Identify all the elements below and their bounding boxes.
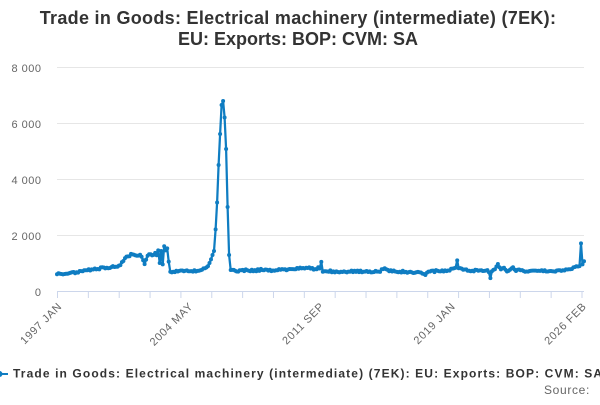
svg-text:2 000: 2 000: [11, 231, 41, 243]
svg-text:4 000: 4 000: [11, 175, 41, 187]
svg-text:EU: Exports: BOP: CVM: SA: EU: Exports: BOP: CVM: SA: [178, 29, 418, 49]
svg-text:Trade in Goods: Electrical mac: Trade in Goods: Electrical machinery (in…: [13, 367, 600, 381]
svg-text:Trade in Goods: Electrical mac: Trade in Goods: Electrical machinery (in…: [40, 8, 557, 28]
svg-text:Source:: Source:: [544, 383, 590, 397]
svg-text:8 000: 8 000: [11, 63, 41, 75]
svg-text:0: 0: [35, 287, 42, 299]
svg-text:6 000: 6 000: [11, 119, 41, 131]
